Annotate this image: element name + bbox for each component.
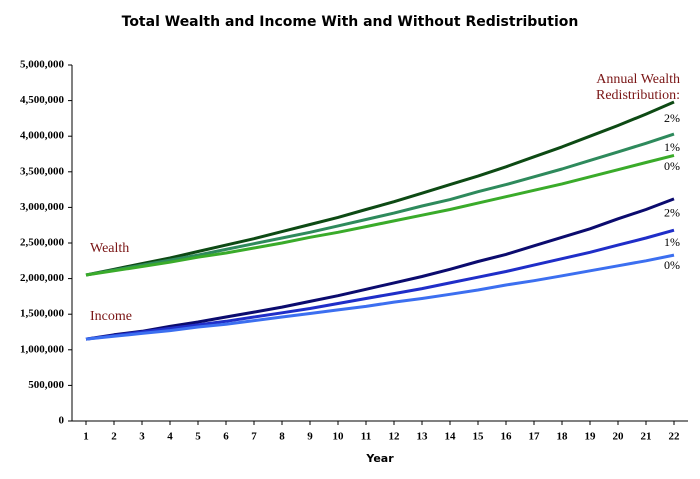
x-tick-label: 13 bbox=[417, 431, 429, 443]
x-tick-label: 7 bbox=[251, 431, 257, 443]
x-tick-label: 6 bbox=[223, 431, 229, 443]
x-tick-label: 1 bbox=[83, 431, 89, 443]
x-tick-label: 9 bbox=[307, 431, 313, 443]
series-line bbox=[85, 197, 675, 341]
x-tick-label: 15 bbox=[473, 431, 485, 443]
y-tick-label: 0 bbox=[59, 415, 65, 427]
y-tick-label: 500,000 bbox=[28, 379, 64, 391]
chart-title: Total Wealth and Income With and Without… bbox=[122, 14, 579, 30]
series-line bbox=[85, 100, 675, 277]
series-line bbox=[85, 253, 675, 341]
x-tick-label: 3 bbox=[139, 431, 145, 443]
series-label: 0% bbox=[664, 258, 680, 272]
annotation: Wealth bbox=[90, 241, 129, 256]
series-line bbox=[85, 153, 675, 277]
y-tick-label: 3,500,000 bbox=[20, 165, 65, 177]
series-line bbox=[85, 228, 675, 341]
y-tick-label: 1,500,000 bbox=[20, 308, 65, 320]
y-tick-label: 1,000,000 bbox=[20, 343, 65, 355]
y-tick-label: 4,000,000 bbox=[20, 130, 65, 142]
x-tick-label: 18 bbox=[557, 431, 569, 443]
x-tick-label: 17 bbox=[529, 431, 541, 443]
x-tick-label: 11 bbox=[361, 431, 371, 443]
series-label: 2% bbox=[664, 206, 680, 220]
legend-title: Annual Wealth bbox=[596, 72, 680, 87]
series-label: 2% bbox=[664, 111, 680, 125]
y-tick-label: 5,000,000 bbox=[20, 59, 65, 71]
y-tick-label: 2,000,000 bbox=[20, 272, 65, 284]
legend-title: Redistribution: bbox=[596, 88, 680, 103]
x-tick-label: 5 bbox=[195, 431, 201, 443]
x-tick-label: 2 bbox=[111, 431, 117, 443]
x-tick-label: 20 bbox=[613, 431, 625, 443]
y-tick-label: 4,500,000 bbox=[20, 94, 65, 106]
series-label: 1% bbox=[664, 235, 680, 249]
y-tick-label: 3,000,000 bbox=[20, 201, 65, 213]
x-tick-label: 22 bbox=[669, 431, 681, 443]
x-tick-label: 16 bbox=[501, 431, 513, 443]
series-line bbox=[85, 132, 675, 277]
x-tick-label: 19 bbox=[585, 431, 597, 443]
x-tick-label: 8 bbox=[279, 431, 285, 443]
x-tick-label: 21 bbox=[641, 431, 652, 443]
series-label: 1% bbox=[664, 140, 680, 154]
x-tick-label: 14 bbox=[445, 431, 457, 443]
x-axis-label: Year bbox=[365, 452, 394, 465]
y-tick-label: 2,500,000 bbox=[20, 237, 65, 249]
x-tick-label: 12 bbox=[389, 431, 401, 443]
x-tick-label: 10 bbox=[333, 431, 345, 443]
series-label: 0% bbox=[664, 159, 680, 173]
x-tick-label: 4 bbox=[167, 431, 173, 443]
annotation: Income bbox=[90, 309, 132, 324]
